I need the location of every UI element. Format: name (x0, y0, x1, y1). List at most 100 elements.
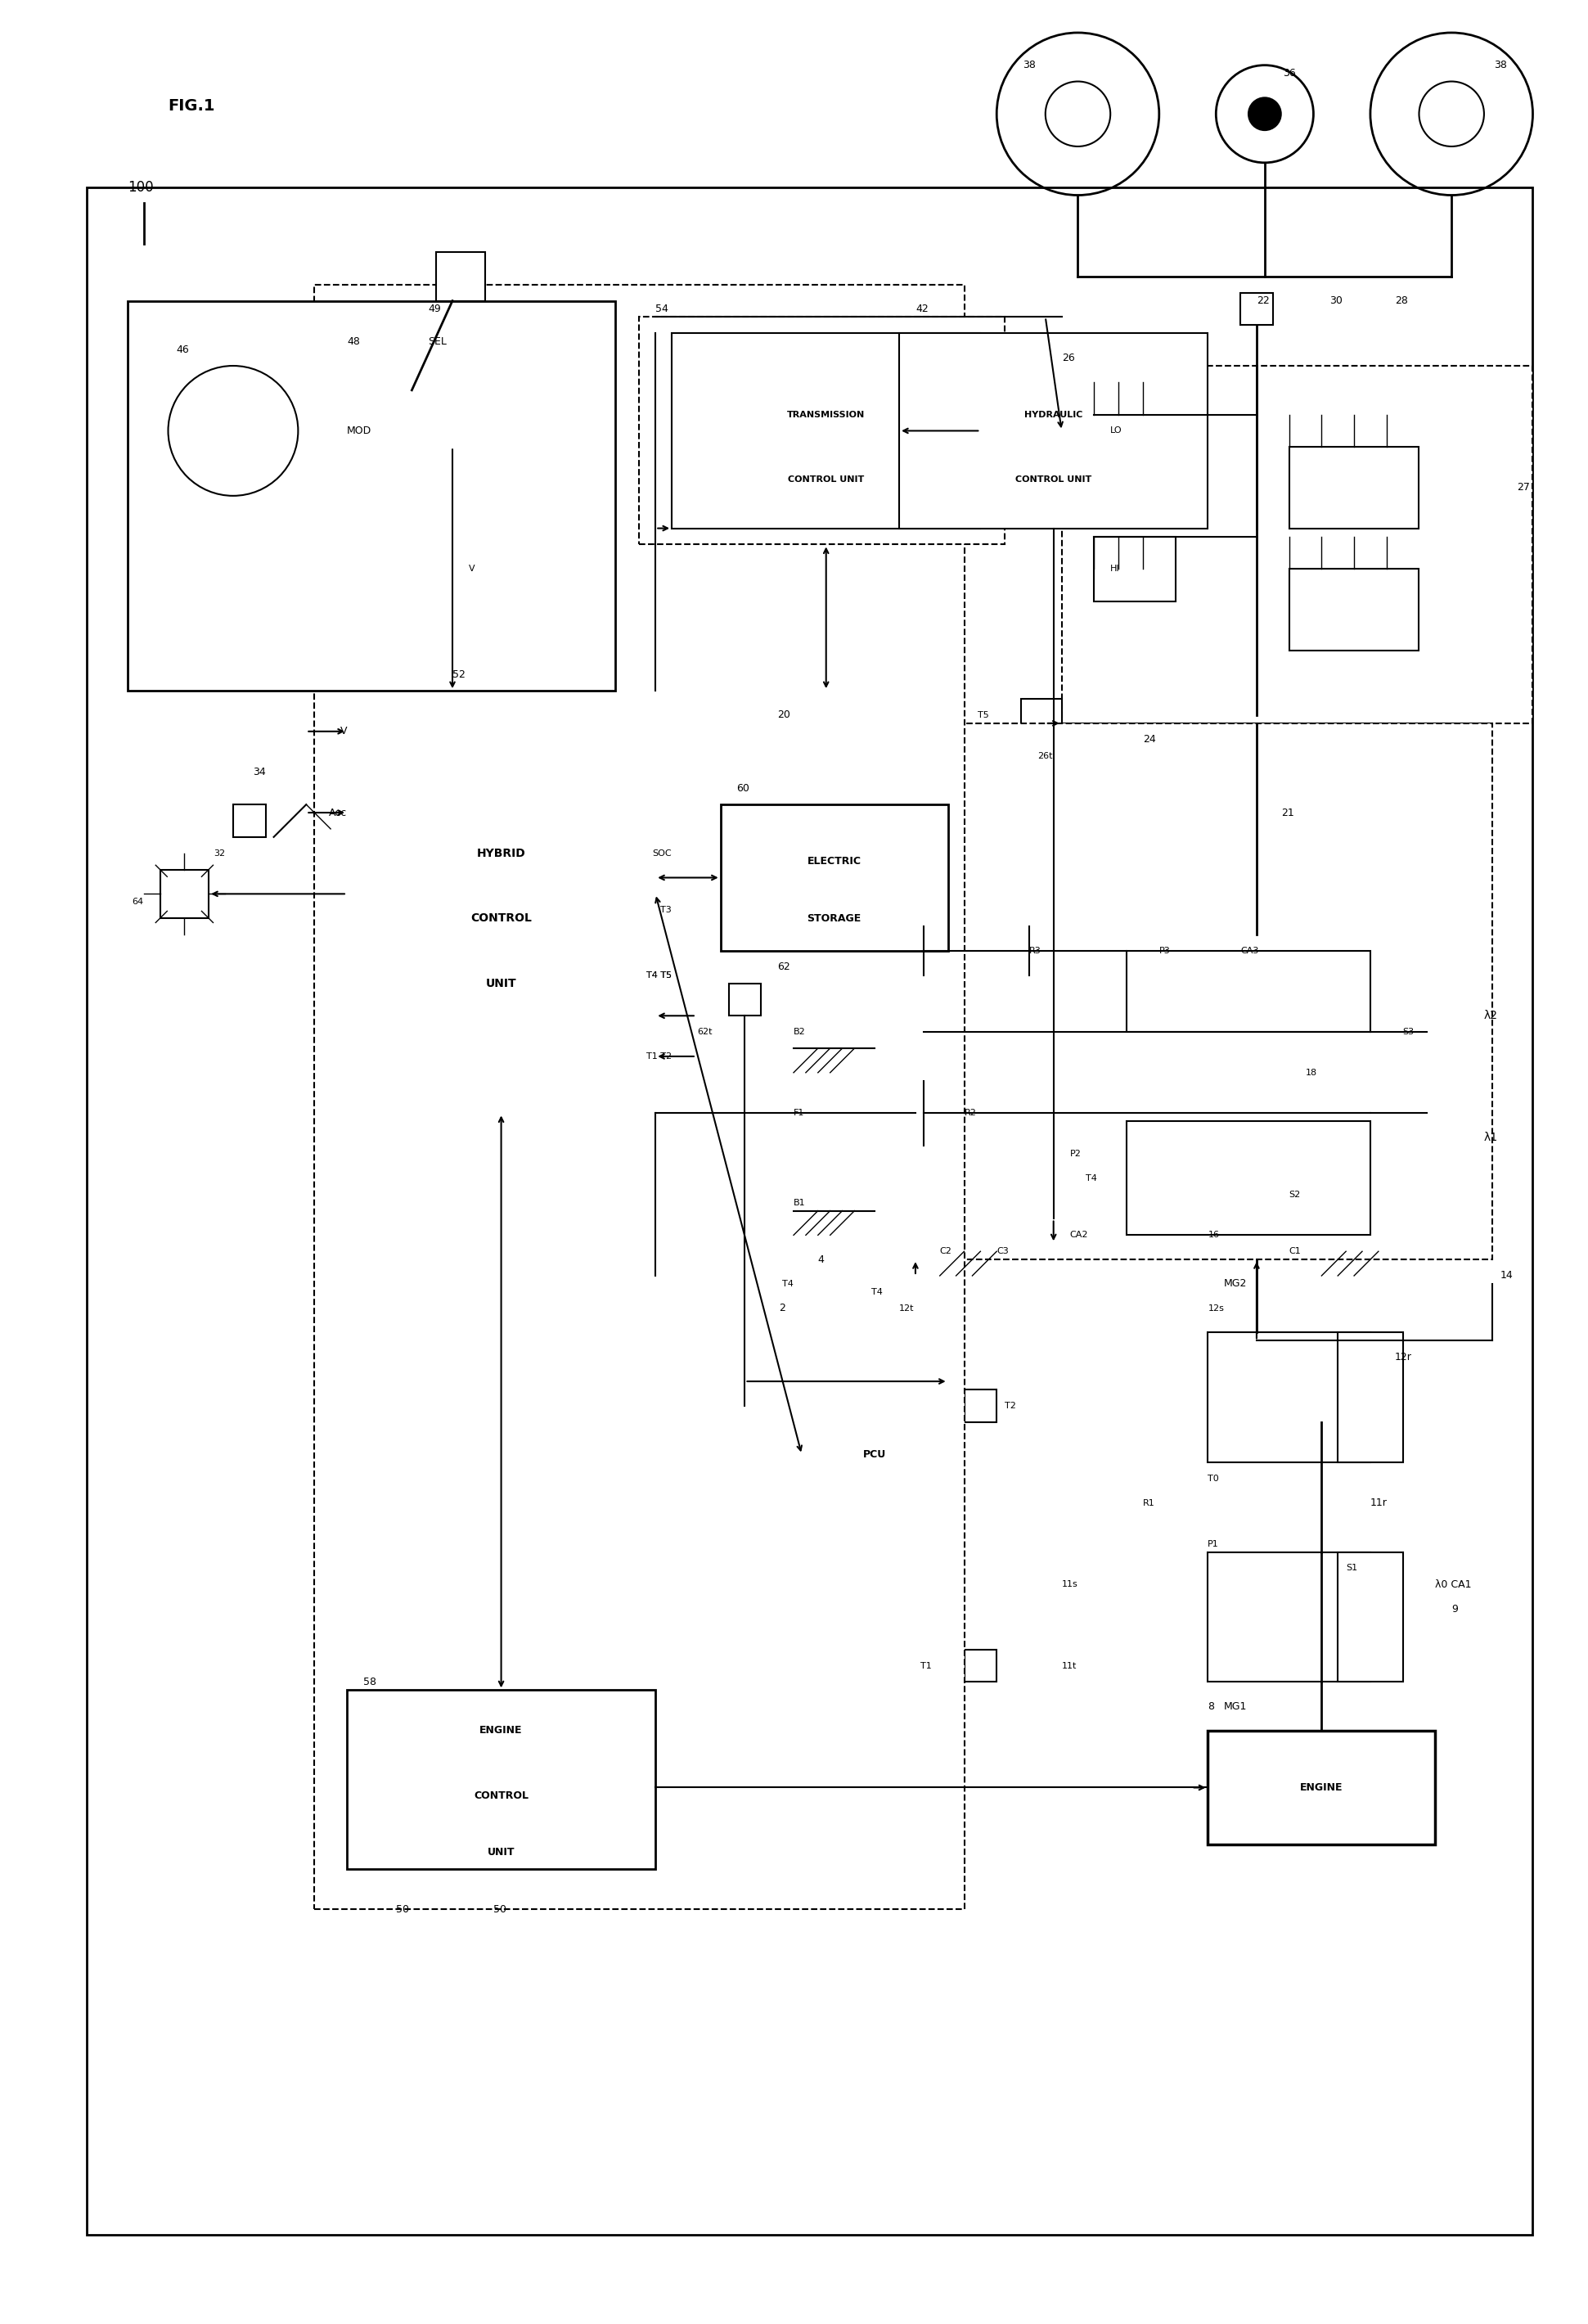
Text: T4: T4 (783, 1281, 794, 1287)
Text: λ2: λ2 (1485, 1011, 1497, 1023)
Text: 4: 4 (818, 1255, 824, 1264)
Text: 42: 42 (915, 304, 929, 314)
Text: PCU: PCU (864, 1450, 886, 1459)
Text: T4: T4 (872, 1287, 883, 1297)
Text: 28: 28 (1394, 295, 1407, 307)
Bar (87, 186, 1532, 2233)
Text: 26t: 26t (1037, 751, 1053, 760)
Text: S1: S1 (1347, 1564, 1358, 1573)
Bar (233, 804, 265, 837)
Bar (964, 1390, 997, 1422)
Text: T0: T0 (1208, 1476, 1220, 1483)
Bar (1126, 1122, 1370, 1234)
Text: 11t: 11t (1062, 1662, 1077, 1671)
Text: CONTROL UNIT: CONTROL UNIT (788, 476, 864, 483)
Text: 12t: 12t (899, 1304, 915, 1313)
Text: P2: P2 (1070, 1150, 1081, 1157)
Bar (778, 723, 1493, 1260)
Bar (127, 300, 615, 690)
Text: λ0 CA1: λ0 CA1 (1436, 1578, 1472, 1590)
Text: 36: 36 (1283, 67, 1296, 79)
Bar (1289, 569, 1420, 651)
Bar (899, 1243, 932, 1276)
Bar (1289, 446, 1420, 528)
Text: ELECTRIC: ELECTRIC (807, 855, 861, 867)
Text: 12s: 12s (1208, 1304, 1224, 1313)
Text: ENGINE: ENGINE (1301, 1783, 1343, 1792)
Text: C2: C2 (940, 1248, 951, 1255)
Bar (346, 1690, 656, 1868)
Text: 38: 38 (1023, 60, 1035, 70)
Text: 50: 50 (492, 1903, 507, 1915)
Text: T1: T1 (921, 1662, 932, 1671)
Text: 11r: 11r (1370, 1499, 1388, 1508)
Text: 32: 32 (213, 848, 225, 858)
Text: 16: 16 (1208, 1232, 1220, 1239)
Text: R1: R1 (1143, 1499, 1154, 1508)
Text: S3: S3 (1402, 1027, 1415, 1037)
Text: 30: 30 (1329, 295, 1343, 307)
Text: 58: 58 (364, 1676, 376, 1687)
Text: SEL: SEL (429, 337, 446, 346)
Text: F1: F1 (794, 1109, 805, 1118)
Text: B2: B2 (794, 1027, 805, 1037)
Text: 46: 46 (176, 344, 189, 356)
Bar (1208, 1731, 1436, 1845)
Bar (802, 1406, 948, 1504)
Text: 62: 62 (778, 962, 791, 971)
Text: C3: C3 (997, 1248, 1008, 1255)
Text: R2: R2 (964, 1109, 977, 1118)
Text: T1 T2: T1 T2 (646, 1053, 672, 1060)
Text: T2: T2 (1005, 1401, 1016, 1411)
Text: 52: 52 (453, 669, 465, 681)
Text: 62t: 62t (697, 1027, 713, 1037)
Text: 50: 50 (395, 1903, 408, 1915)
Text: 20: 20 (778, 709, 791, 720)
Text: 26: 26 (1062, 353, 1075, 363)
Text: 12r: 12r (1394, 1353, 1412, 1362)
Text: MG2: MG2 (1224, 1278, 1247, 1290)
Text: UNIT: UNIT (488, 1848, 515, 1857)
Text: CONTROL: CONTROL (473, 1789, 529, 1801)
Text: MG1: MG1 (1224, 1701, 1247, 1713)
Bar (729, 983, 761, 1016)
Text: 100: 100 (127, 179, 154, 195)
Bar (721, 804, 948, 951)
Bar (1240, 293, 1274, 325)
Bar (314, 284, 964, 1910)
Bar (640, 316, 1005, 544)
Text: T4 T5: T4 T5 (646, 971, 672, 978)
Bar (899, 332, 1208, 528)
Bar (964, 1650, 997, 1683)
Text: STORAGE: STORAGE (807, 913, 861, 923)
Bar (672, 332, 980, 528)
Text: 24: 24 (1143, 734, 1156, 746)
Bar (1208, 1332, 1370, 1462)
Circle shape (1248, 98, 1282, 130)
Bar (1021, 700, 1062, 739)
Text: T3: T3 (661, 906, 672, 913)
Bar (1126, 951, 1370, 1032)
Text: 38: 38 (1494, 60, 1507, 70)
Text: P1: P1 (1208, 1541, 1220, 1548)
Text: B1: B1 (794, 1199, 805, 1206)
Bar (1337, 1552, 1402, 1683)
Bar (160, 869, 208, 918)
Text: Acc: Acc (329, 806, 346, 818)
Text: 21: 21 (1282, 806, 1294, 818)
Bar (1208, 1552, 1370, 1683)
Text: 48: 48 (346, 337, 360, 346)
Text: SOC: SOC (653, 848, 672, 858)
Text: CA2: CA2 (1070, 1232, 1088, 1239)
Text: UNIT: UNIT (486, 978, 516, 990)
Text: V: V (468, 565, 475, 574)
Text: CONTROL UNIT: CONTROL UNIT (1015, 476, 1091, 483)
Text: 22: 22 (1256, 295, 1269, 307)
Text: LO: LO (1110, 428, 1123, 435)
Text: 9: 9 (1451, 1604, 1458, 1615)
Text: 49: 49 (429, 304, 441, 314)
Bar (1094, 414, 1175, 479)
Bar (346, 690, 656, 1113)
Text: TRANSMISSION: TRANSMISSION (788, 411, 865, 418)
Text: 60: 60 (737, 783, 750, 792)
